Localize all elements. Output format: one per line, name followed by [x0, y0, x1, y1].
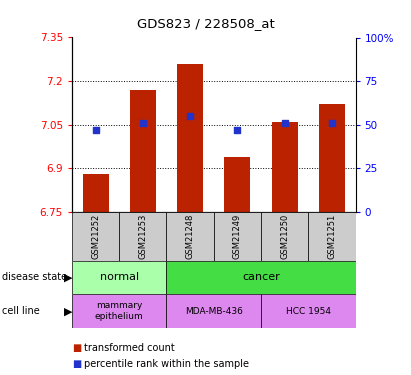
Text: normal: normal — [99, 273, 139, 282]
Text: GDS823 / 228508_at: GDS823 / 228508_at — [136, 17, 275, 30]
Text: GSM21253: GSM21253 — [139, 214, 147, 259]
Bar — [272, 122, 298, 212]
Bar — [72, 294, 166, 328]
Bar — [166, 261, 356, 294]
Bar — [319, 104, 345, 212]
Text: MDA-MB-436: MDA-MB-436 — [185, 307, 242, 316]
Point — [187, 113, 193, 119]
Point — [139, 120, 146, 126]
Point — [328, 120, 335, 126]
Bar — [261, 294, 356, 328]
Bar — [130, 90, 156, 212]
Text: cell line: cell line — [2, 306, 40, 316]
Text: ▶: ▶ — [64, 273, 72, 282]
Bar — [166, 212, 214, 261]
Text: transformed count: transformed count — [84, 343, 175, 353]
Bar — [83, 174, 109, 212]
Bar — [308, 212, 356, 261]
Bar — [72, 261, 166, 294]
Point — [281, 120, 288, 126]
Bar — [224, 157, 250, 212]
Bar — [214, 212, 261, 261]
Point — [234, 127, 241, 133]
Text: ■: ■ — [72, 343, 81, 353]
Text: disease state: disease state — [2, 273, 67, 282]
Bar — [72, 212, 119, 261]
Text: cancer: cancer — [242, 273, 280, 282]
Bar — [177, 64, 203, 212]
Text: percentile rank within the sample: percentile rank within the sample — [84, 359, 249, 369]
Bar — [119, 212, 166, 261]
Text: ■: ■ — [72, 359, 81, 369]
Bar — [166, 294, 261, 328]
Text: GSM21249: GSM21249 — [233, 214, 242, 259]
Point — [92, 127, 99, 133]
Text: GSM21248: GSM21248 — [186, 214, 194, 259]
Text: GSM21250: GSM21250 — [280, 214, 289, 259]
Text: mammary
epithelium: mammary epithelium — [95, 301, 143, 321]
Text: GSM21252: GSM21252 — [91, 214, 100, 259]
Bar — [261, 212, 308, 261]
Text: GSM21251: GSM21251 — [328, 214, 336, 259]
Text: HCC 1954: HCC 1954 — [286, 307, 331, 316]
Text: ▶: ▶ — [64, 306, 72, 316]
